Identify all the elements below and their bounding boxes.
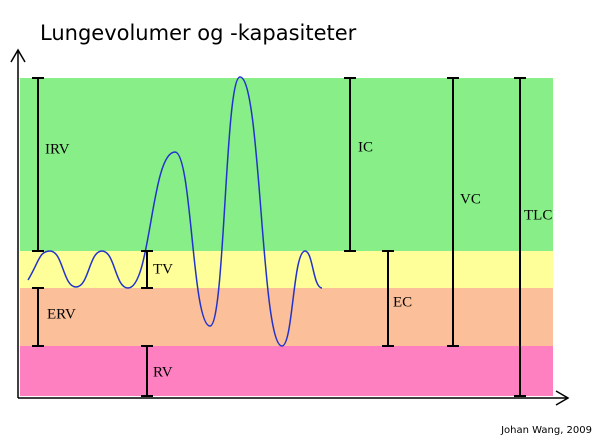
- axes: [10, 48, 570, 406]
- label-tlc: TLC: [524, 207, 552, 223]
- label-rv: RV: [153, 364, 173, 380]
- band-rv: [20, 346, 553, 396]
- label-vc: VC: [460, 191, 481, 207]
- label-ic: IC: [358, 139, 373, 155]
- credit: Johan Wang, 2009: [500, 425, 592, 436]
- band-irv: [20, 78, 553, 251]
- label-erv: ERV: [47, 306, 76, 322]
- band-tv: [20, 251, 553, 288]
- label-irv: IRV: [45, 141, 70, 157]
- title: Lungevolumer og -kapasiteter: [40, 21, 357, 45]
- label-ec: EC: [393, 294, 412, 310]
- brackets: [32, 77, 526, 397]
- band-erv: [20, 288, 553, 346]
- breathing-curve: [27, 76, 323, 347]
- label-tv: TV: [153, 261, 173, 277]
